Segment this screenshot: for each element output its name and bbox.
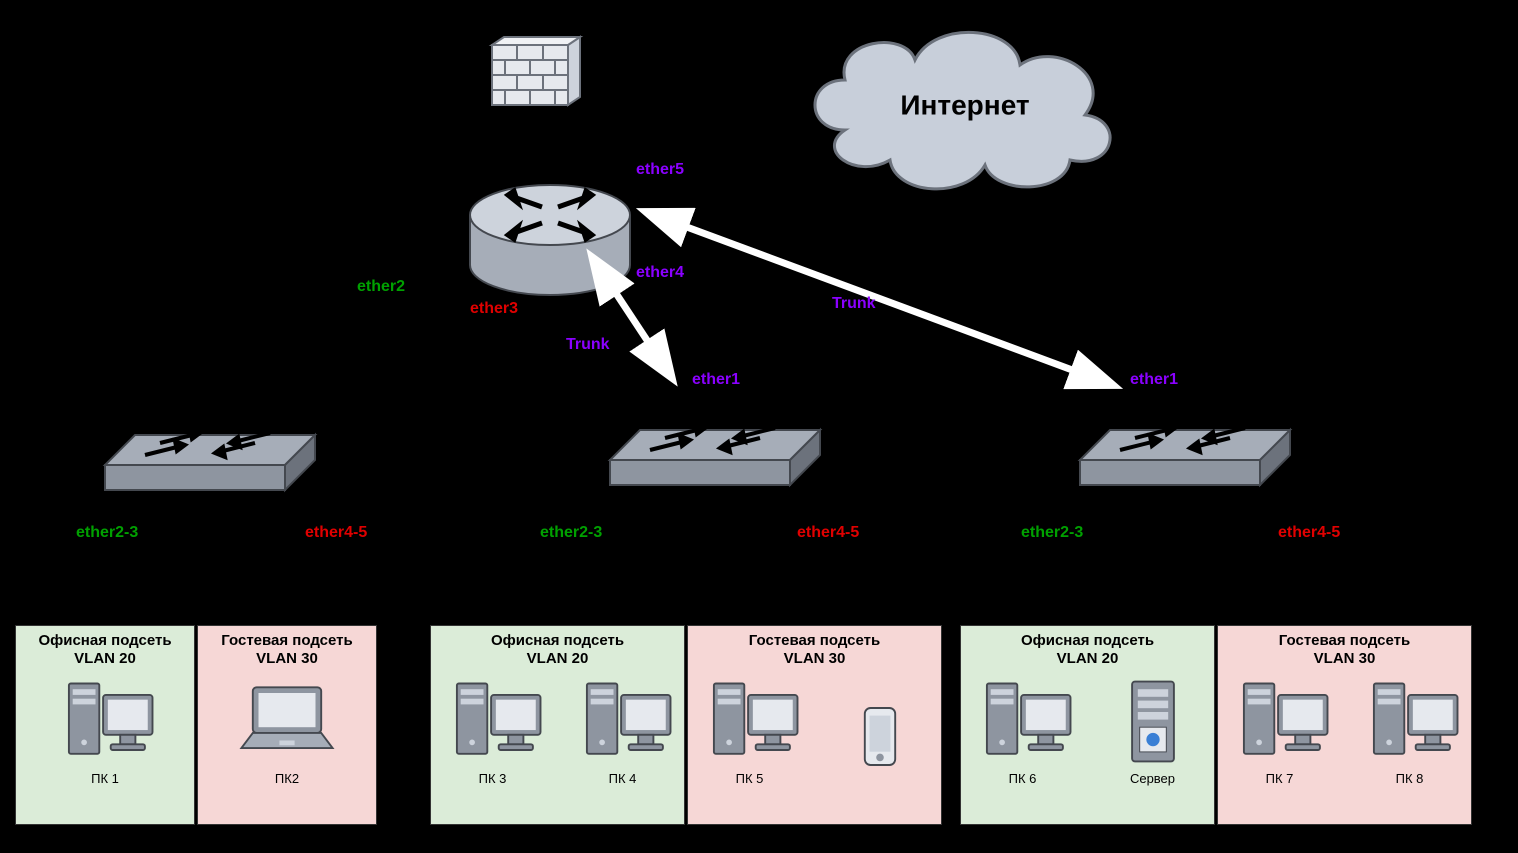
subnet-vlan: VLAN 30: [688, 650, 941, 668]
switch-icon: [105, 429, 315, 490]
port-label: ether4-5: [305, 524, 367, 542]
port-label: ether1: [1130, 371, 1178, 389]
subnet-vlan30: Гостевая подсетьVLAN 30 ПК2: [197, 625, 377, 825]
port-label: ether2: [357, 278, 405, 296]
subnet-title: Гостевая подсеть: [1218, 632, 1471, 650]
subnet-title: Офисная подсеть: [431, 632, 684, 650]
subnet-title: Офисная подсеть: [961, 632, 1214, 650]
device: ПК 7: [1230, 674, 1330, 786]
workstation-icon: [1360, 674, 1460, 769]
port-label: ether3: [470, 300, 518, 318]
device: ПК 5: [700, 674, 800, 786]
device: ПК 4: [573, 674, 673, 786]
subnet-vlan: VLAN 20: [961, 650, 1214, 668]
subnet-title: Гостевая подсеть: [198, 632, 376, 650]
network-diagram: Интернет Trunk Trunk ether5 ether4 ether2 ethe…: [0, 0, 1518, 853]
subnet-vlan: VLAN 30: [1218, 650, 1471, 668]
port-label: ether5: [636, 161, 684, 179]
switch-icon: [610, 424, 820, 485]
subnet-title: Гостевая подсеть: [688, 632, 941, 650]
workstation-icon: [443, 674, 543, 769]
workstation-icon: [1230, 674, 1330, 769]
device: Сервер: [1103, 674, 1203, 786]
cloud-internet: Интернет: [815, 32, 1110, 189]
subnet-vlan20: Офисная подсетьVLAN 20 ПК 3 ПК 4: [430, 625, 685, 825]
subnet-vlan20: Офисная подсетьVLAN 20 ПК 1: [15, 625, 195, 825]
device: ПК2: [237, 674, 337, 786]
svg-text:Интернет: Интернет: [900, 89, 1029, 120]
subnet-vlan20: Офисная подсетьVLAN 20 ПК 6 Сервер: [960, 625, 1215, 825]
device-label: ПК 4: [609, 771, 637, 786]
server-icon: [1103, 674, 1203, 769]
subnet-vlan: VLAN 30: [198, 650, 376, 668]
switch-icon: [1080, 424, 1290, 485]
device: ПК 6: [973, 674, 1073, 786]
subnet-vlan30: Гостевая подсетьVLAN 30 ПК 5: [687, 625, 942, 825]
device: ПК 3: [443, 674, 543, 786]
port-label: ether1: [692, 371, 740, 389]
device-label: ПК 7: [1266, 771, 1294, 786]
device-label: Сервер: [1130, 771, 1175, 786]
device-label: ПК 8: [1396, 771, 1424, 786]
port-label: ether2-3: [540, 524, 602, 542]
workstation-icon: [55, 674, 155, 769]
firewall-icon: [492, 37, 580, 105]
port-label: ether4: [636, 264, 684, 282]
device: [830, 689, 930, 786]
device-label: ПК 3: [479, 771, 507, 786]
workstation-icon: [973, 674, 1073, 769]
phone-icon: [830, 689, 930, 784]
port-label: ether4-5: [797, 524, 859, 542]
device-label: ПК 6: [1009, 771, 1037, 786]
subnet-vlan30: Гостевая подсетьVLAN 30 ПК 7 ПК 8: [1217, 625, 1472, 825]
trunk-label: Trunk: [832, 295, 876, 313]
subnet-vlan: VLAN 20: [431, 650, 684, 668]
trunk-label: Trunk: [566, 336, 610, 354]
subnet-vlan: VLAN 20: [16, 650, 194, 668]
laptop-icon: [237, 674, 337, 769]
workstation-icon: [700, 674, 800, 769]
device: ПК 8: [1360, 674, 1460, 786]
workstation-icon: [573, 674, 673, 769]
subnet-title: Офисная подсеть: [16, 632, 194, 650]
port-label: ether2-3: [1021, 524, 1083, 542]
device: ПК 1: [55, 674, 155, 786]
trunk-link: [649, 213, 1110, 384]
device-label: ПК 5: [736, 771, 764, 786]
port-label: ether2-3: [76, 524, 138, 542]
device-label: ПК2: [275, 771, 299, 786]
device-label: ПК 1: [91, 771, 119, 786]
port-label: ether4-5: [1278, 524, 1340, 542]
